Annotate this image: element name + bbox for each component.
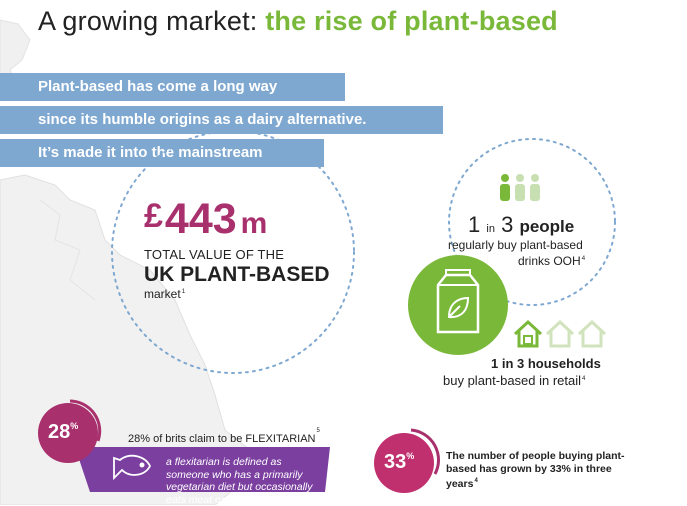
market-value-label: TOTAL VALUE OF THE: [144, 247, 285, 262]
drinks-circle-outline: [448, 138, 616, 306]
market-value-suffix: market1: [144, 287, 186, 301]
market-value-headline: UK PLANT-BASED: [144, 263, 330, 286]
drinks-stat-line2: drinks OOH4: [518, 254, 586, 268]
growth-circle: [374, 433, 434, 493]
drinks-stat-headline: 1 in 3 people: [468, 212, 575, 237]
flexitarian-text: 28% of brits claim to be FLEXITARIAN5: [128, 428, 320, 445]
retail-stat-line: buy plant-based in retail4: [443, 373, 586, 388]
intro-banner-2: since its humble origins as a dairy alte…: [0, 106, 443, 134]
milk-carton-icon: [436, 269, 480, 334]
market-circle-outline: [111, 130, 355, 374]
intro-banner-3: It’s made it into the mainstream: [0, 139, 324, 167]
flexitarian-percent: 28%: [48, 421, 79, 443]
flexitarian-circle: [38, 403, 98, 463]
retail-stat-headline: 1 in 3 households: [491, 356, 601, 371]
fish-icon: [113, 454, 152, 481]
people-icon: [500, 174, 540, 201]
growth-percent: 33%: [384, 451, 415, 473]
carton-circle: [408, 255, 508, 355]
drinks-stat-line1: regularly buy plant-based: [448, 238, 583, 252]
growth-ring: [410, 428, 441, 475]
page-title: A growing market: the rise of plant-base…: [38, 6, 558, 36]
flexitarian-ring: [69, 399, 102, 442]
flexitarian-definition-band: [75, 447, 330, 492]
house-icon: [513, 319, 607, 348]
intro-banner-1: Plant-based has come a long way: [0, 73, 345, 101]
flexitarian-definition: a flexitarian is defined as someone who …: [166, 456, 313, 506]
growth-text: The number of people buying plant-based …: [446, 450, 625, 490]
market-value: £443 m: [144, 195, 268, 243]
